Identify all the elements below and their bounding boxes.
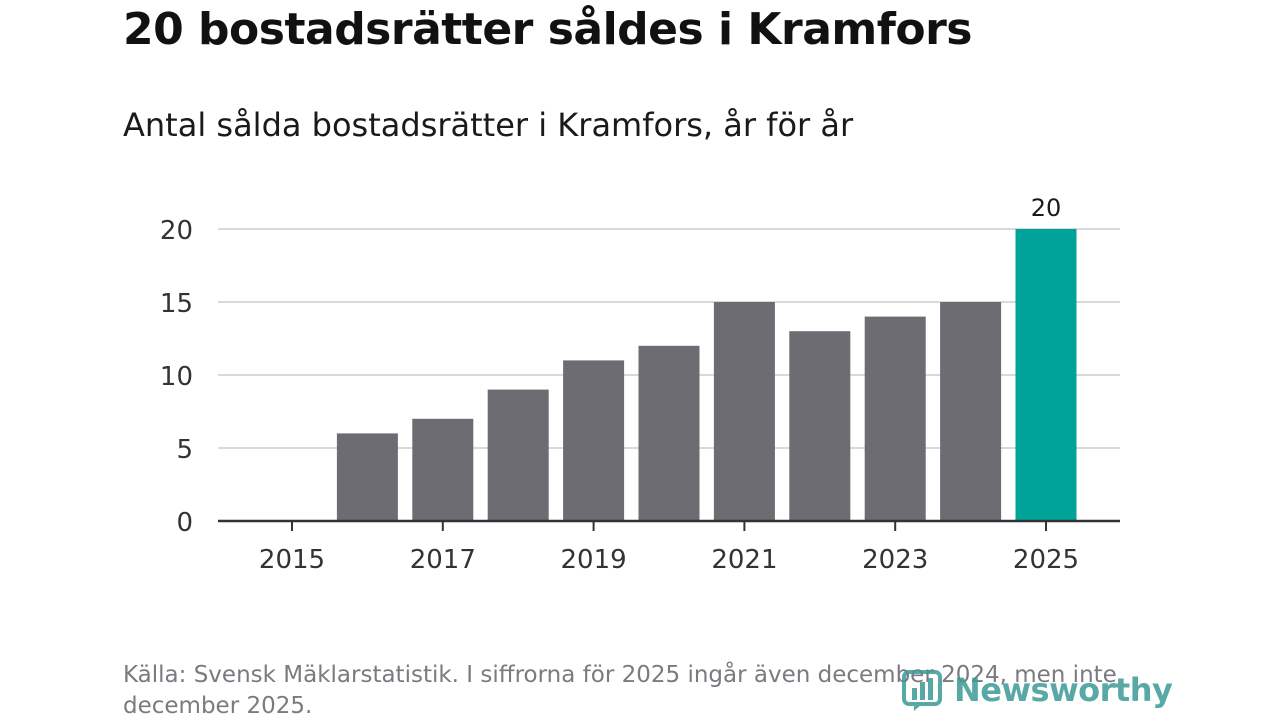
y-tick-label: 0 [176, 508, 193, 538]
bar-2024 [940, 302, 1002, 521]
newsworthy-logo-text: Newsworthy [954, 671, 1173, 709]
newsworthy-logo: Newsworthy [902, 668, 1173, 712]
y-tick-label: 15 [160, 289, 193, 319]
newsworthy-logo-icon [902, 670, 942, 711]
y-tick-label: 5 [176, 435, 193, 465]
data-label-2025: 20 [1031, 194, 1062, 222]
x-tick-label: 2019 [561, 545, 627, 575]
chart-subtitle: Antal sålda bostadsrätter i Kramfors, år… [123, 106, 854, 144]
bar-2017 [412, 418, 474, 521]
x-tick-label: 2017 [410, 545, 476, 575]
x-tick-label: 2023 [862, 545, 928, 575]
x-tick-label: 2021 [711, 545, 777, 575]
y-tick-label: 10 [160, 362, 193, 392]
bar-2020 [638, 345, 700, 521]
bar-chart: 0 5 10 15 20 20 2015 2017 2019 2021 2023 2025 [160, 194, 1120, 575]
x-tick-label: 2015 [259, 545, 325, 575]
chart-title: 20 bostadsrätter såldes i Kramfors [123, 4, 973, 55]
x-tick-label: 2025 [1013, 545, 1079, 575]
bar-2022 [789, 331, 851, 521]
bar-2025 [1015, 229, 1077, 521]
bar-2018 [487, 389, 549, 521]
y-tick-label: 20 [160, 216, 193, 246]
bar-2023 [864, 316, 926, 521]
bar-2016 [336, 433, 398, 521]
bar-2019 [563, 360, 625, 521]
bar-2021 [713, 302, 775, 521]
source-note: Källa: Svensk Mäklarstatistik. I siffror… [123, 662, 1117, 719]
